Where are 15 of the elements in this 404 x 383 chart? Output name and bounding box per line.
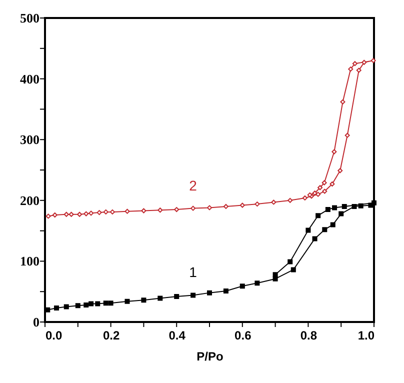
x-axis-title: P/Po (196, 350, 224, 364)
x-tick-label: 1.0 (358, 328, 375, 342)
y-tick-label: 0 (33, 314, 40, 330)
y-tick-label: 100 (20, 254, 40, 269)
x-tick-label: 0.0 (46, 328, 63, 342)
x-tick-label: 0.4 (168, 328, 186, 342)
x-tick-label: 0.8 (300, 328, 318, 342)
y-tick-label: 200 (20, 192, 40, 208)
series-label: 2 (189, 177, 198, 194)
series-label: 1 (189, 264, 198, 280)
y-tick-label: 500 (20, 10, 40, 26)
y-tick-label: 300 (20, 132, 40, 148)
y-tick-label: 400 (20, 71, 40, 86)
x-tick-label: 0.2 (102, 328, 120, 342)
x-tick-label: 0.6 (234, 328, 252, 342)
